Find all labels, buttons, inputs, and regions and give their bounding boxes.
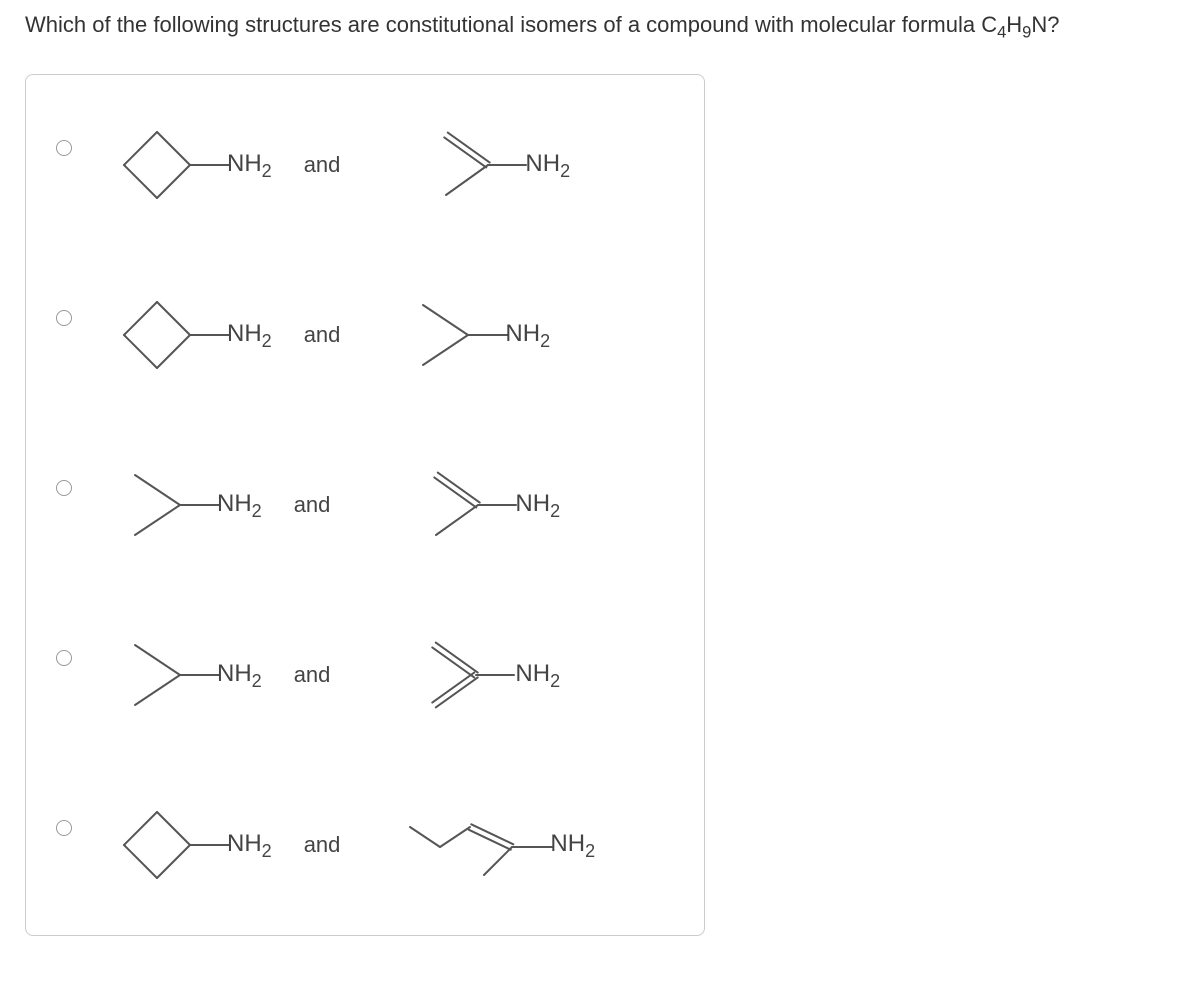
nh2-label: NH2 [515,490,560,522]
nh2-label: NH2 [227,150,272,182]
structure-pair: NH2 and NH2 [102,285,550,385]
structure: NH2 [380,625,560,725]
and-label: and [294,662,331,688]
option-row: NH2 and NH2 [56,795,674,895]
structure: NH2 [102,795,272,895]
nh2-label: NH2 [217,490,262,522]
radio-button[interactable] [56,820,72,836]
radio-button[interactable] [56,650,72,666]
structure-pair: NH2 and NH2 [102,795,595,895]
structure: NH2 [102,285,272,385]
structure-svg [102,285,232,385]
and-label: and [304,152,341,178]
option-row: NH2 and NH2 [56,455,674,555]
and-label: and [304,832,341,858]
option-row: NH2 and NH2 [56,625,674,725]
radio-button[interactable] [56,140,72,156]
formula-sub-2: 9 [1022,23,1031,41]
nh2-label: NH2 [505,320,550,352]
structure: NH2 [380,455,560,555]
and-label: and [304,322,341,348]
question-prefix: Which of the following structures are co… [25,12,997,37]
structure-svg [390,115,530,215]
formula-sub-1: 4 [997,23,1006,41]
structure: NH2 [102,455,262,555]
radio-button[interactable] [56,480,72,496]
structure-pair: NH2 and NH2 [102,625,560,725]
structure-svg [380,455,520,555]
question-text: Which of the following structures are co… [25,10,1175,44]
structure: NH2 [390,795,595,895]
structure: NH2 [102,115,272,215]
structure: NH2 [102,625,262,725]
option-row: NH2 and NH2 [56,115,674,215]
structure-pair: NH2 and NH2 [102,115,570,215]
structure-svg [102,455,222,555]
structure-svg [102,625,222,725]
nh2-label: NH2 [525,150,570,182]
nh2-label: NH2 [227,830,272,862]
radio-button[interactable] [56,310,72,326]
formula-mid-2: N? [1031,12,1059,37]
nh2-label: NH2 [217,660,262,692]
structure-svg [102,795,232,895]
structure: NH2 [390,115,570,215]
nh2-label: NH2 [227,320,272,352]
and-label: and [294,492,331,518]
structure-pair: NH2 and NH2 [102,455,560,555]
nh2-label: NH2 [550,830,595,862]
structure: NH2 [390,285,550,385]
structure-svg [380,625,520,725]
options-container: NH2 and NH2 NH2 and NH2 NH2 and NH2 NH2 and … [25,74,705,936]
formula-mid-1: H [1006,12,1022,37]
structure-svg [390,795,555,895]
option-row: NH2 and NH2 [56,285,674,385]
structure-svg [390,285,510,385]
nh2-label: NH2 [515,660,560,692]
structure-svg [102,115,232,215]
